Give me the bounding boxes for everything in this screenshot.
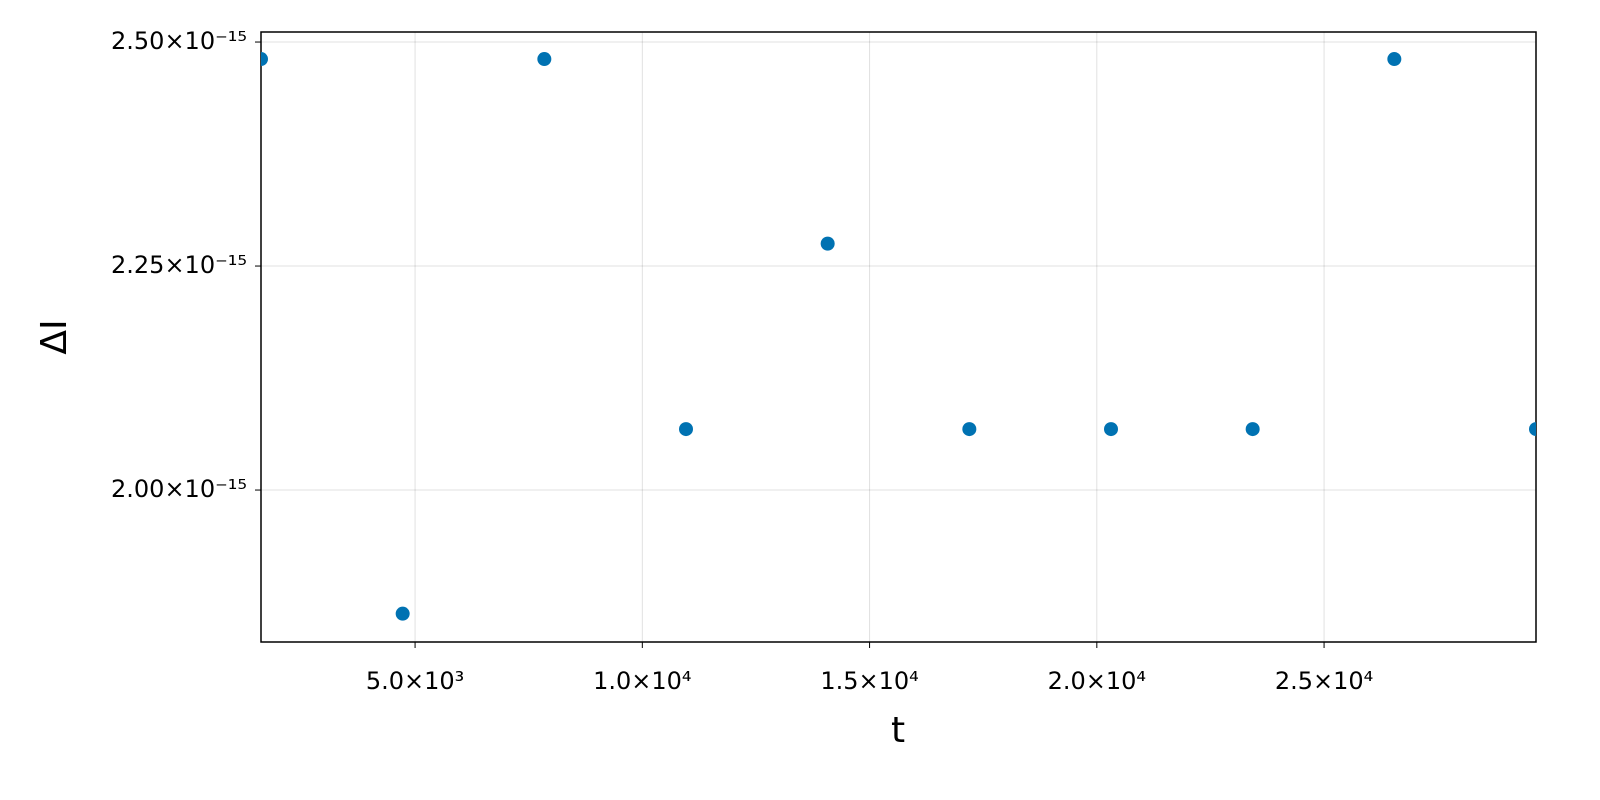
point: [962, 422, 977, 437]
point: [820, 236, 835, 251]
point: [261, 52, 268, 67]
x-tick-label: 1.5×10⁴: [820, 667, 918, 695]
plot-frame: [260, 31, 1537, 643]
y-tick-label: 2.50×10⁻¹⁵: [111, 27, 247, 55]
point: [1529, 422, 1536, 437]
x-axis-label: t: [891, 710, 905, 751]
x-tick-label: 5.0×10³: [366, 667, 464, 695]
point: [1245, 422, 1260, 437]
y-tick-label: 2.00×10⁻¹⁵: [111, 475, 247, 503]
point: [1104, 422, 1118, 437]
y-tick-label: 2.25×10⁻¹⁵: [111, 251, 247, 279]
point: [537, 52, 552, 67]
point: [1387, 52, 1402, 67]
x-tick-label: 2.0×10⁴: [1048, 667, 1146, 695]
point: [395, 606, 410, 621]
plot-area: [261, 52, 1536, 621]
x-tick-label: 2.5×10⁴: [1275, 667, 1373, 695]
x-tick-label: 1.0×10⁴: [593, 667, 691, 695]
point: [679, 422, 693, 437]
y-axis-label: ΔI: [34, 319, 75, 354]
